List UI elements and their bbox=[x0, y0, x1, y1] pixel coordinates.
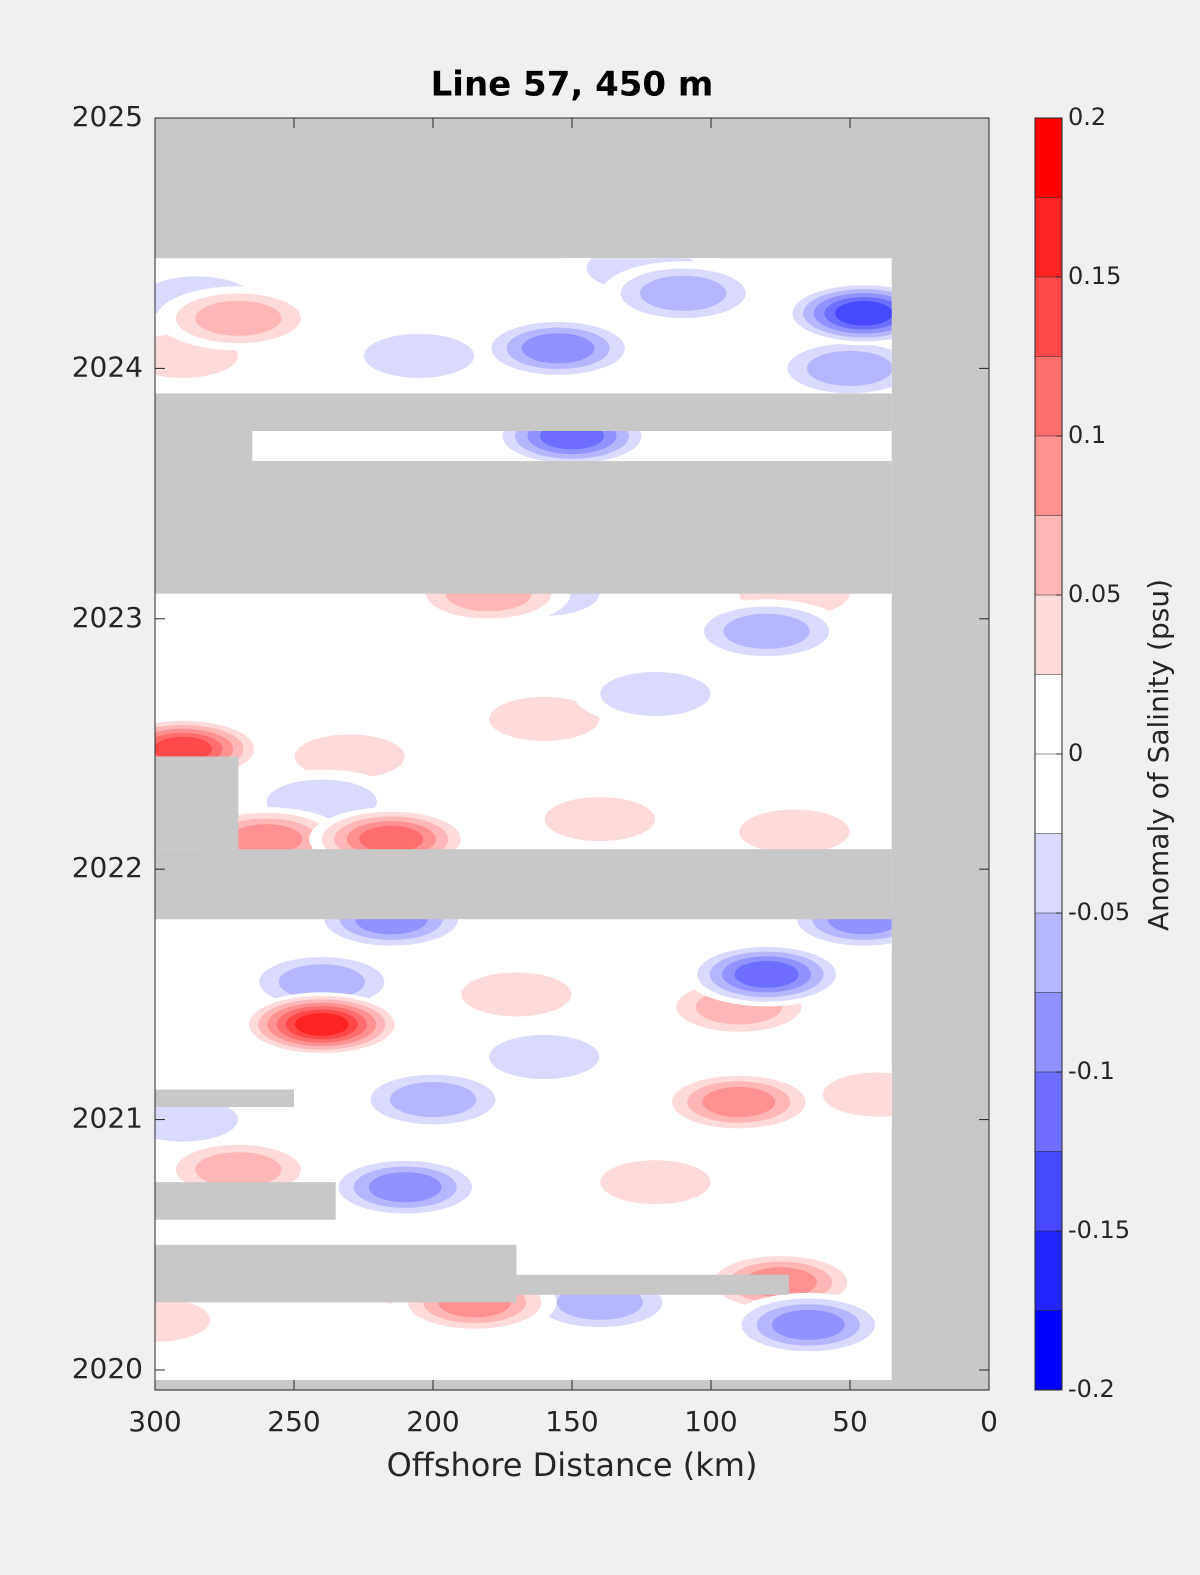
colorbar-label: Anomaly of Salinity (psu) bbox=[1142, 579, 1175, 931]
colorbar-swatch bbox=[1035, 1072, 1062, 1152]
chart-title: Line 57, 450 m bbox=[431, 65, 714, 105]
y-tick-label: 2022 bbox=[72, 851, 143, 884]
no-data-gap bbox=[155, 849, 892, 920]
contour-ring bbox=[295, 1012, 349, 1036]
y-tick-label: 2025 bbox=[72, 100, 143, 133]
x-tick-label: 100 bbox=[684, 1405, 737, 1438]
y-tick-label: 2020 bbox=[72, 1352, 143, 1385]
contour-ring bbox=[489, 696, 600, 741]
contour-ring bbox=[368, 1172, 442, 1203]
no-data-gap bbox=[155, 1182, 336, 1220]
contour-ring bbox=[229, 824, 303, 855]
colorbar-swatch bbox=[1035, 515, 1062, 595]
colorbar-swatch bbox=[1035, 913, 1062, 993]
y-tick-label: 2024 bbox=[72, 350, 143, 383]
colorbar-tick-label: -0.2 bbox=[1068, 1375, 1115, 1403]
contour-ring bbox=[155, 1097, 238, 1142]
no-data-gap bbox=[155, 393, 892, 431]
x-axis-label: Offshore Distance (km) bbox=[387, 1446, 758, 1484]
contour-ring bbox=[364, 333, 475, 378]
colorbar-tick-label: 0.15 bbox=[1068, 262, 1121, 290]
colorbar-swatch bbox=[1035, 1310, 1062, 1390]
contour-ring bbox=[806, 350, 892, 386]
contour-ring bbox=[389, 1081, 477, 1118]
x-tick-label: 200 bbox=[406, 1405, 459, 1438]
colorbar-swatch bbox=[1035, 277, 1062, 357]
x-tick-label: 150 bbox=[545, 1405, 598, 1438]
y-tick-label: 2021 bbox=[72, 1102, 143, 1135]
colorbar-tick-label: 0.05 bbox=[1068, 580, 1121, 608]
x-tick-label: 0 bbox=[980, 1405, 998, 1438]
contour-ring bbox=[278, 964, 365, 1000]
colorbar-tick-label: 0.2 bbox=[1068, 103, 1106, 131]
colorbar-swatch bbox=[1035, 1151, 1062, 1231]
contour-ring bbox=[489, 1034, 600, 1079]
contour-ring bbox=[155, 1297, 211, 1342]
colorbar-tick-label: -0.15 bbox=[1068, 1216, 1130, 1244]
no-data-gap bbox=[155, 756, 239, 850]
contour-ring bbox=[461, 972, 572, 1017]
contour-ring bbox=[155, 736, 212, 762]
colorbar-tick-label: 0.1 bbox=[1068, 421, 1106, 449]
contour-ring bbox=[195, 1152, 282, 1188]
contour-ring bbox=[771, 1309, 845, 1340]
contour-ring bbox=[600, 671, 711, 716]
no-data-gap bbox=[155, 1089, 294, 1108]
colorbar-swatch bbox=[1035, 197, 1062, 277]
contour-ring bbox=[600, 1160, 711, 1205]
colorbar-swatch bbox=[1035, 1231, 1062, 1311]
contour-ring bbox=[834, 301, 892, 326]
contour-ring bbox=[195, 300, 282, 336]
contour-ring bbox=[544, 797, 655, 842]
x-tick-label: 50 bbox=[832, 1405, 868, 1438]
no-data-gap bbox=[155, 461, 892, 594]
y-tick-label: 2023 bbox=[72, 601, 143, 634]
no-data-gap bbox=[516, 1274, 789, 1295]
x-tick-label: 300 bbox=[128, 1405, 181, 1438]
colorbar-swatch bbox=[1035, 754, 1062, 834]
contour-ring bbox=[723, 613, 810, 649]
colorbar-swatch bbox=[1035, 833, 1062, 913]
no-data-gap bbox=[155, 1244, 517, 1303]
x-tick-label: 250 bbox=[267, 1405, 320, 1438]
contour-ring bbox=[822, 1072, 892, 1117]
contour-ring bbox=[294, 734, 405, 779]
colorbar-swatch bbox=[1035, 595, 1062, 675]
colorbar-swatch bbox=[1035, 356, 1062, 436]
colorbar-swatch bbox=[1035, 992, 1062, 1072]
colorbar-tick-label: -0.1 bbox=[1068, 1057, 1115, 1085]
colorbar-swatch bbox=[1035, 436, 1062, 516]
no-data-gap bbox=[155, 430, 253, 462]
contour-ring bbox=[521, 333, 595, 364]
colorbar-swatch bbox=[1035, 674, 1062, 754]
contour-ring bbox=[734, 960, 799, 988]
contour-ring bbox=[702, 1087, 776, 1118]
contour-ring bbox=[359, 825, 424, 853]
colorbar-tick-label: 0 bbox=[1068, 739, 1083, 767]
contour-ring bbox=[640, 275, 727, 311]
colorbar-swatch bbox=[1035, 118, 1062, 198]
colorbar-tick-label: -0.05 bbox=[1068, 898, 1130, 926]
contour-ring bbox=[739, 809, 850, 854]
